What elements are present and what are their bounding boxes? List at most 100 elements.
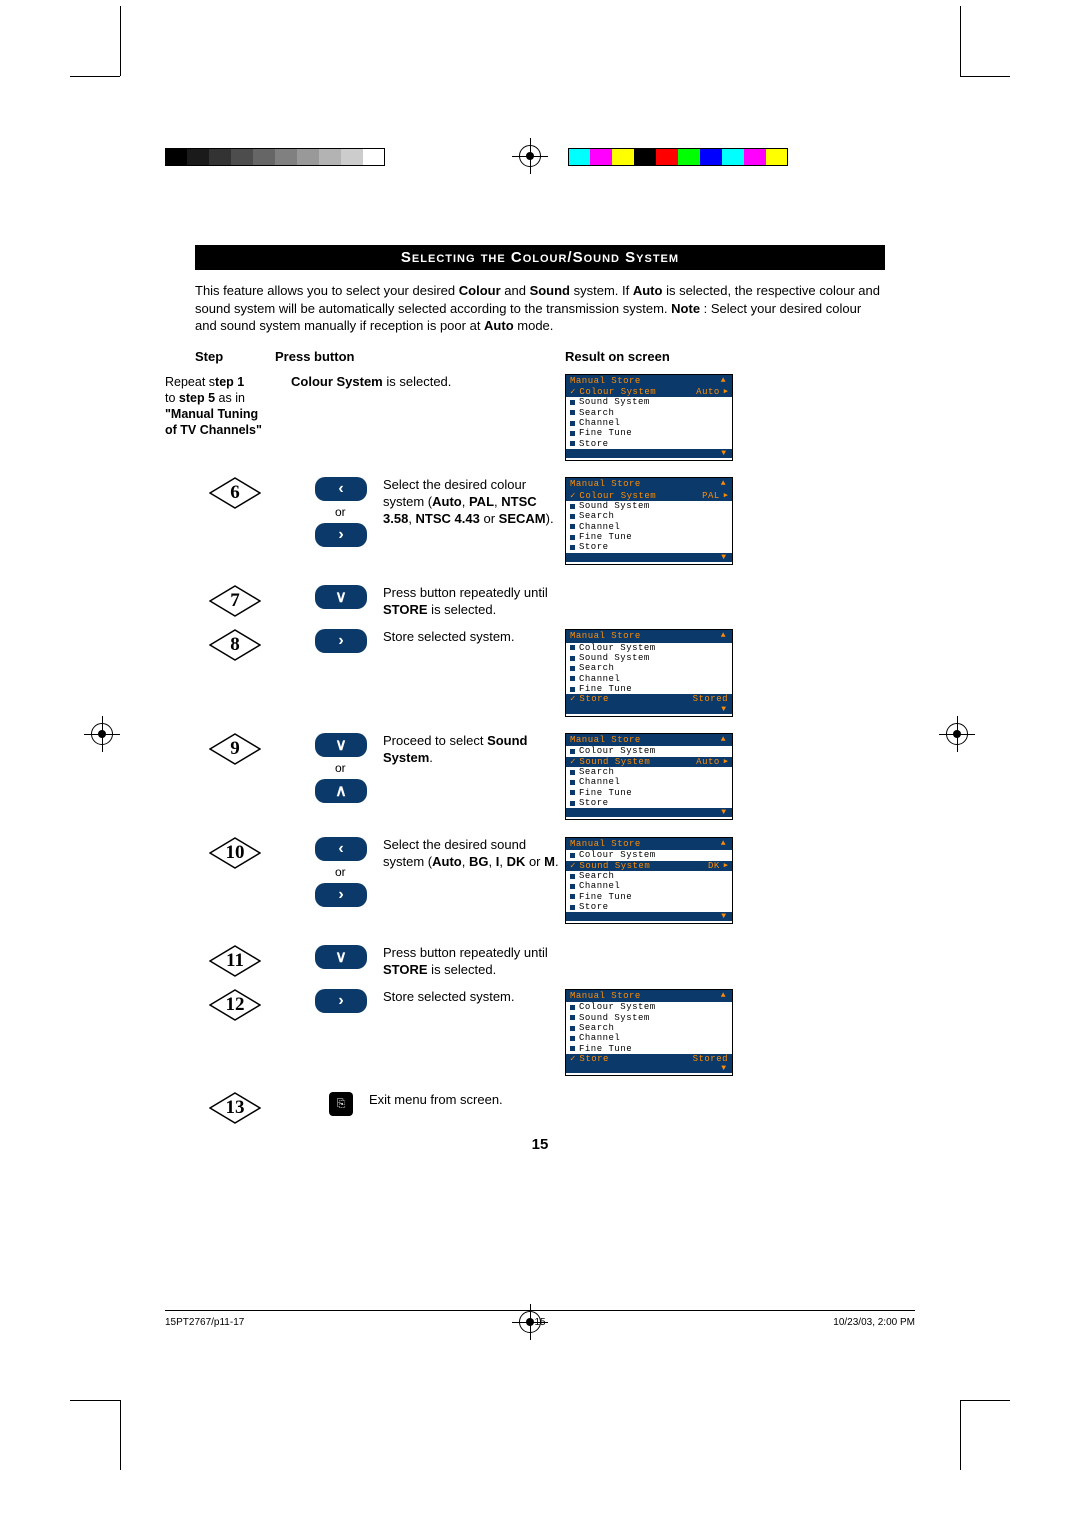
- osd-row: Fine Tune: [566, 892, 732, 902]
- footer-page: 15: [490, 1317, 590, 1328]
- step-instruction: Select the desired colour system (Auto, …: [383, 477, 565, 528]
- step-row: 9 ∨or ∧Proceed to select Sound System. M…: [195, 733, 885, 829]
- osd-row: Store: [566, 798, 732, 808]
- osd-title: Manual Store▲: [566, 375, 732, 387]
- osd-screen: Manual Store▲ Colour SystemSound System S…: [565, 629, 733, 717]
- osd-title: Manual Store▲: [566, 630, 732, 642]
- osd-row: Colour SystemPAL ▶: [566, 491, 732, 501]
- remote-down-button: ∨: [315, 945, 367, 969]
- osd-screen: Manual Store▲ Colour SystemAuto ▶Sound S…: [565, 374, 733, 462]
- osd-footer: ▼: [566, 912, 732, 921]
- page-number: 15: [195, 1136, 885, 1153]
- osd-row: Sound System: [566, 397, 732, 407]
- step-instruction: Proceed to select Sound System.: [383, 733, 565, 767]
- osd-row: Store: [566, 439, 732, 449]
- osd-footer: ▼: [566, 553, 732, 562]
- registration-right: [946, 723, 968, 745]
- osd-row: Store: [566, 902, 732, 912]
- or-label: or: [335, 761, 346, 775]
- footer: 15PT2767/p11-17 15 10/23/03, 2:00 PM: [165, 1310, 915, 1328]
- step-instruction: Select the desired sound system (Auto, B…: [383, 837, 565, 871]
- step-row: 10 ‹ or › Select the desired sound system …: [195, 837, 885, 937]
- osd-row: Channel: [566, 1033, 732, 1043]
- remote-left-button: ‹: [315, 837, 367, 861]
- osd-row: Fine Tune: [566, 532, 732, 542]
- step-row: 8 ›Store selected system. Manual Store▲ …: [195, 629, 885, 725]
- registration-left: [91, 723, 113, 745]
- osd-row: Sound System: [566, 653, 732, 663]
- osd-row: Channel: [566, 674, 732, 684]
- intro-text: This feature allows you to select your d…: [195, 282, 885, 335]
- step-row: 13 ⎘ Exit menu from screen.: [195, 1092, 885, 1128]
- step-row: 6 ‹or ›Select the desired colour system …: [195, 477, 885, 577]
- step-row: Repeat step 1to step 5 as in"Manual Tuni…: [195, 374, 885, 470]
- step-instruction: Press button repeatedly until STORE is s…: [383, 585, 565, 619]
- step-instruction: Press button repeatedly until STORE is s…: [383, 945, 565, 979]
- page-content: Selecting the Colour/Sound System This f…: [195, 245, 885, 1153]
- remote-right-button: ›: [315, 629, 367, 653]
- remote-right-button: ›: [315, 883, 367, 907]
- osd-row: Channel: [566, 522, 732, 532]
- osd-row: Colour System: [566, 643, 732, 653]
- step-row: 11 ∨ Press button repeatedly until STORE …: [195, 945, 885, 981]
- osd-title: Manual Store▲: [566, 734, 732, 746]
- osd-footer: ▼: [566, 705, 732, 714]
- osd-row: Search: [566, 511, 732, 521]
- osd-title: Manual Store▲: [566, 838, 732, 850]
- osd-row: Colour SystemAuto ▶: [566, 387, 732, 397]
- osd-row: Fine Tune: [566, 788, 732, 798]
- remote-right-button: ›: [315, 523, 367, 547]
- osd-screen: Manual Store▲ Colour SystemSound SystemA…: [565, 733, 733, 821]
- osd-row: Channel: [566, 881, 732, 891]
- exit-icon: ⎘: [329, 1092, 353, 1116]
- remote-left-button: ‹: [315, 477, 367, 501]
- osd-row: Search: [566, 871, 732, 881]
- osd-screen: Manual Store▲ Colour SystemSound SystemS…: [565, 989, 733, 1077]
- hdr-button: Press button: [275, 349, 565, 364]
- osd-row: Fine Tune: [566, 428, 732, 438]
- step-diamond: 10: [209, 837, 261, 869]
- step-diamond: 7: [209, 585, 261, 617]
- footer-doc-ref: 15PT2767/p11-17: [165, 1317, 490, 1328]
- step-diamond: 11: [209, 945, 261, 977]
- or-label: or: [335, 865, 346, 879]
- osd-row: Sound System: [566, 501, 732, 511]
- gray-strip: [165, 148, 385, 166]
- osd-row: Colour System: [566, 850, 732, 860]
- osd-row: StoreStored: [566, 1054, 732, 1064]
- hdr-result: Result on screen: [565, 349, 885, 364]
- osd-footer: ▼: [566, 808, 732, 817]
- table-headers: Step Press button Result on screen: [195, 349, 885, 364]
- osd-title: Manual Store▲: [566, 990, 732, 1002]
- step-instruction: Store selected system.: [383, 629, 515, 646]
- osd-row: Fine Tune: [566, 1044, 732, 1054]
- remote-down-button: ∨: [315, 733, 367, 757]
- remote-right-button: ›: [315, 989, 367, 1013]
- section-title: Selecting the Colour/Sound System: [195, 245, 885, 270]
- osd-row: StoreStored: [566, 694, 732, 704]
- osd-row: Search: [566, 767, 732, 777]
- osd-row: Colour System: [566, 746, 732, 756]
- step-row: 12 › Store selected system. Manual Store▲…: [195, 989, 885, 1085]
- osd-row: Channel: [566, 777, 732, 787]
- osd-screen: Manual Store▲ Colour SystemPAL ▶Sound Sy…: [565, 477, 733, 565]
- steps-table: Repeat step 1to step 5 as in"Manual Tuni…: [195, 374, 885, 1129]
- osd-title: Manual Store▲: [566, 478, 732, 490]
- osd-screen: Manual Store▲ Colour SystemSound SystemD…: [565, 837, 733, 925]
- osd-row: Sound SystemDK ▶: [566, 861, 732, 871]
- remote-down-button: ∨: [315, 585, 367, 609]
- osd-row: Search: [566, 408, 732, 418]
- step-diamond: 6: [209, 477, 261, 509]
- footer-timestamp: 10/23/03, 2:00 PM: [590, 1317, 915, 1328]
- step-diamond: 13: [209, 1092, 261, 1124]
- step-diamond: 12: [209, 989, 261, 1021]
- osd-row: Channel: [566, 418, 732, 428]
- osd-row: Search: [566, 1023, 732, 1033]
- osd-row: Colour System: [566, 1002, 732, 1012]
- osd-row: Sound System: [566, 1013, 732, 1023]
- registration-top: [519, 145, 541, 167]
- step-row: 7 ∨ Press button repeatedly until STORE i…: [195, 585, 885, 621]
- step-instruction: Store selected system.: [383, 989, 515, 1006]
- step-instruction: Exit menu from screen.: [369, 1092, 503, 1109]
- osd-footer: ▼: [566, 1064, 732, 1073]
